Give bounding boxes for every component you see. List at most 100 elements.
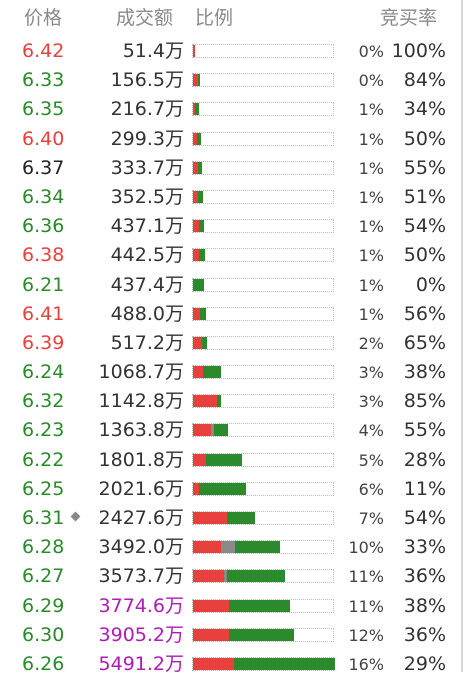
ratio-bar	[192, 306, 334, 321]
price-cell: 6.35	[22, 98, 65, 121]
header-bid-rate[interactable]: 竞买率	[380, 7, 438, 29]
ratio-percent: 16%	[348, 654, 384, 674]
bid-rate-cell: 29%	[403, 652, 446, 675]
bid-rate-cell: 55%	[403, 156, 446, 179]
table-row[interactable]: 6.36 437.1万 1% 54%	[0, 211, 460, 240]
table-row[interactable]: 6.31 2427.6万 7% 54%	[0, 503, 460, 532]
table-row[interactable]: 6.39 517.2万 2% 65%	[0, 328, 460, 357]
volume-cell: 333.7万	[110, 156, 184, 179]
volume-cell: 2021.6万	[98, 477, 184, 500]
ratio-bar	[192, 365, 334, 380]
bid-rate-cell: 54%	[403, 507, 446, 529]
ratio-percent: 1%	[358, 217, 384, 237]
bid-rate-cell: 36%	[403, 565, 446, 588]
table-row[interactable]: 6.38 442.5万 1% 50%	[0, 240, 460, 269]
buy-segment	[193, 628, 229, 641]
header-volume[interactable]: 成交额	[116, 7, 174, 29]
ratio-bar	[192, 394, 334, 409]
bid-rate-cell: 34%	[403, 98, 446, 121]
buy-segment	[193, 45, 195, 57]
table-row[interactable]: 6.30 3905.2万 12% 36%	[0, 620, 460, 649]
volume-cell: 1363.8万	[98, 419, 184, 442]
volume-cell: 3573.7万	[98, 565, 184, 588]
sell-segment	[195, 103, 199, 116]
sell-segment	[229, 628, 294, 641]
ratio-bar	[192, 656, 335, 671]
table-row[interactable]: 6.32 1142.8万 3% 85%	[0, 386, 460, 415]
buy-segment	[193, 424, 211, 437]
ratio-percent: 1%	[358, 275, 384, 295]
ratio-percent: 4%	[358, 421, 384, 441]
ratio-percent: 1%	[358, 304, 384, 324]
volume-cell: 442.5万	[110, 244, 184, 267]
ratio-percent: 1%	[358, 100, 384, 120]
ratio-percent: 6%	[358, 479, 384, 499]
bid-rate-cell: 50%	[403, 244, 446, 267]
ratio-percent: 5%	[358, 450, 384, 470]
table-header: 价格 成交额 比例 竞买率	[0, 0, 460, 34]
price-cell: 6.27	[22, 565, 65, 588]
price-cell: 6.39	[22, 331, 65, 354]
sell-segment	[198, 161, 202, 174]
ratio-percent: 11%	[348, 596, 384, 616]
price-cell: 6.37	[22, 156, 65, 179]
table-row[interactable]: 6.26 5491.2万 16% 29%	[0, 649, 460, 678]
buy-segment	[193, 74, 198, 87]
bid-rate-cell: 56%	[403, 302, 446, 325]
bid-rate-cell: 85%	[403, 390, 446, 413]
ratio-bar	[192, 335, 334, 350]
price-cell: 6.33	[22, 69, 65, 92]
volume-cell: 1142.8万	[98, 390, 184, 413]
bid-rate-cell: 51%	[403, 185, 446, 208]
table-row[interactable]: 6.34 352.5万 1% 51%	[0, 182, 460, 211]
ratio-percent: 1%	[358, 158, 384, 178]
table-row[interactable]: 6.42 51.4万 0% 100%	[0, 36, 460, 65]
table-row[interactable]: 6.25 2021.6万 6% 11%	[0, 474, 460, 503]
ratio-bar	[192, 511, 334, 525]
ratio-percent: 0%	[358, 42, 384, 61]
sell-segment	[199, 220, 204, 233]
price-cell: 6.24	[22, 361, 65, 384]
price-cell: 6.29	[22, 594, 65, 617]
bid-rate-cell: 84%	[403, 69, 446, 92]
ratio-bar	[192, 598, 334, 613]
table-row[interactable]: 6.29 3774.6万 11% 38%	[0, 591, 460, 620]
table-row[interactable]: 6.21 437.4万 1% 0%	[0, 270, 460, 299]
neutral-segment	[224, 570, 227, 583]
buy-segment	[193, 599, 229, 612]
ratio-percent: 1%	[358, 246, 384, 266]
neutral-segment	[221, 541, 235, 554]
buy-segment	[193, 249, 199, 262]
price-cell: 6.41	[22, 302, 65, 325]
bid-rate-cell: 0%	[415, 273, 446, 296]
table-row[interactable]: 6.33 156.5万 0% 84%	[0, 65, 460, 94]
header-price[interactable]: 价格	[24, 7, 63, 29]
price-cell: 6.23	[22, 419, 65, 442]
bid-rate-cell: 100%	[391, 40, 446, 62]
ratio-bar	[192, 131, 334, 146]
ratio-bar	[192, 540, 334, 555]
sell-segment	[193, 278, 204, 291]
table-row[interactable]: 6.22 1801.8万 5% 28%	[0, 445, 460, 474]
table-row[interactable]: 6.37 333.7万 1% 55%	[0, 153, 460, 182]
volume-cell: 3492.0万	[98, 536, 184, 559]
table-row[interactable]: 6.40 299.3万 1% 50%	[0, 124, 460, 153]
table-row[interactable]: 6.27 3573.7万 11% 36%	[0, 561, 460, 590]
table-row[interactable]: 6.24 1068.7万 3% 38%	[0, 357, 460, 386]
sell-segment	[198, 190, 203, 203]
table-row[interactable]: 6.23 1363.8万 4% 55%	[0, 415, 460, 444]
sell-segment	[203, 366, 221, 379]
bid-rate-cell: 50%	[403, 127, 446, 150]
header-ratio[interactable]: 比例	[195, 7, 234, 29]
bid-rate-cell: 11%	[403, 477, 446, 500]
bid-rate-cell: 65%	[403, 331, 446, 354]
price-cell: 6.21	[22, 273, 65, 296]
sell-segment	[202, 336, 207, 349]
buy-segment	[193, 541, 221, 554]
price-cell: 6.28	[22, 536, 65, 559]
table-row[interactable]: 6.35 216.7万 1% 34%	[0, 94, 460, 123]
price-cell: 6.38	[22, 244, 65, 267]
table-row[interactable]: 6.41 488.0万 1% 56%	[0, 299, 460, 328]
table-row[interactable]: 6.28 3492.0万 10% 33%	[0, 532, 460, 561]
ratio-bar	[192, 569, 334, 584]
